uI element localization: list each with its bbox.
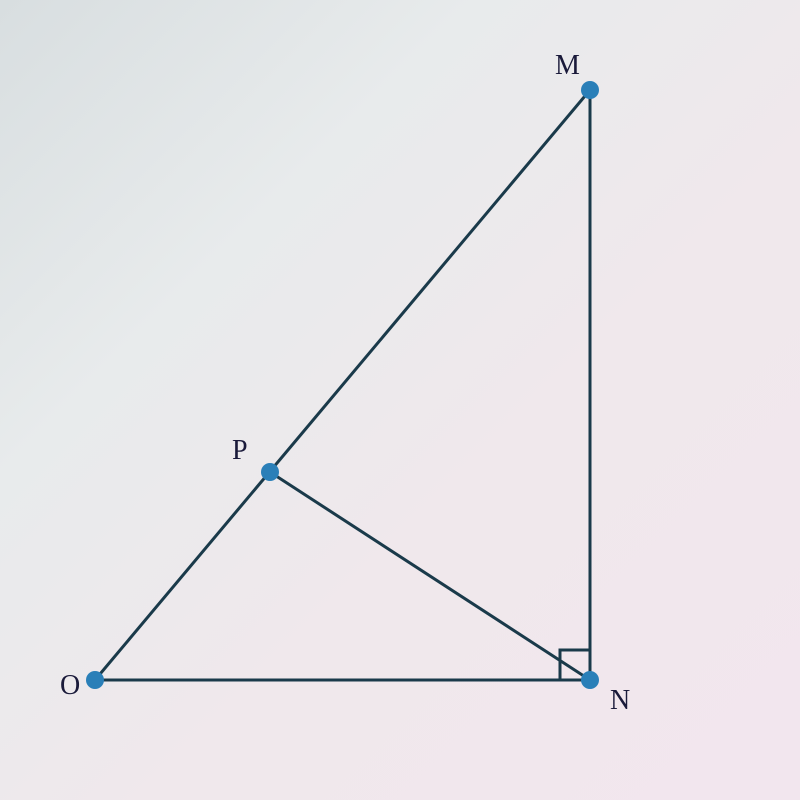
- vertex-label-N: N: [610, 685, 630, 717]
- vertex-point-N: [581, 671, 599, 689]
- vertex-label-P: P: [232, 435, 248, 467]
- diagram-svg: [0, 0, 800, 800]
- geometry-diagram: M N O P: [0, 0, 800, 800]
- vertex-label-M: M: [555, 50, 580, 82]
- vertex-point-O: [86, 671, 104, 689]
- vertex-label-O: O: [60, 670, 80, 702]
- edge-P-N: [270, 472, 590, 680]
- edge-O-M: [95, 90, 590, 680]
- vertex-point-M: [581, 81, 599, 99]
- vertex-point-P: [261, 463, 279, 481]
